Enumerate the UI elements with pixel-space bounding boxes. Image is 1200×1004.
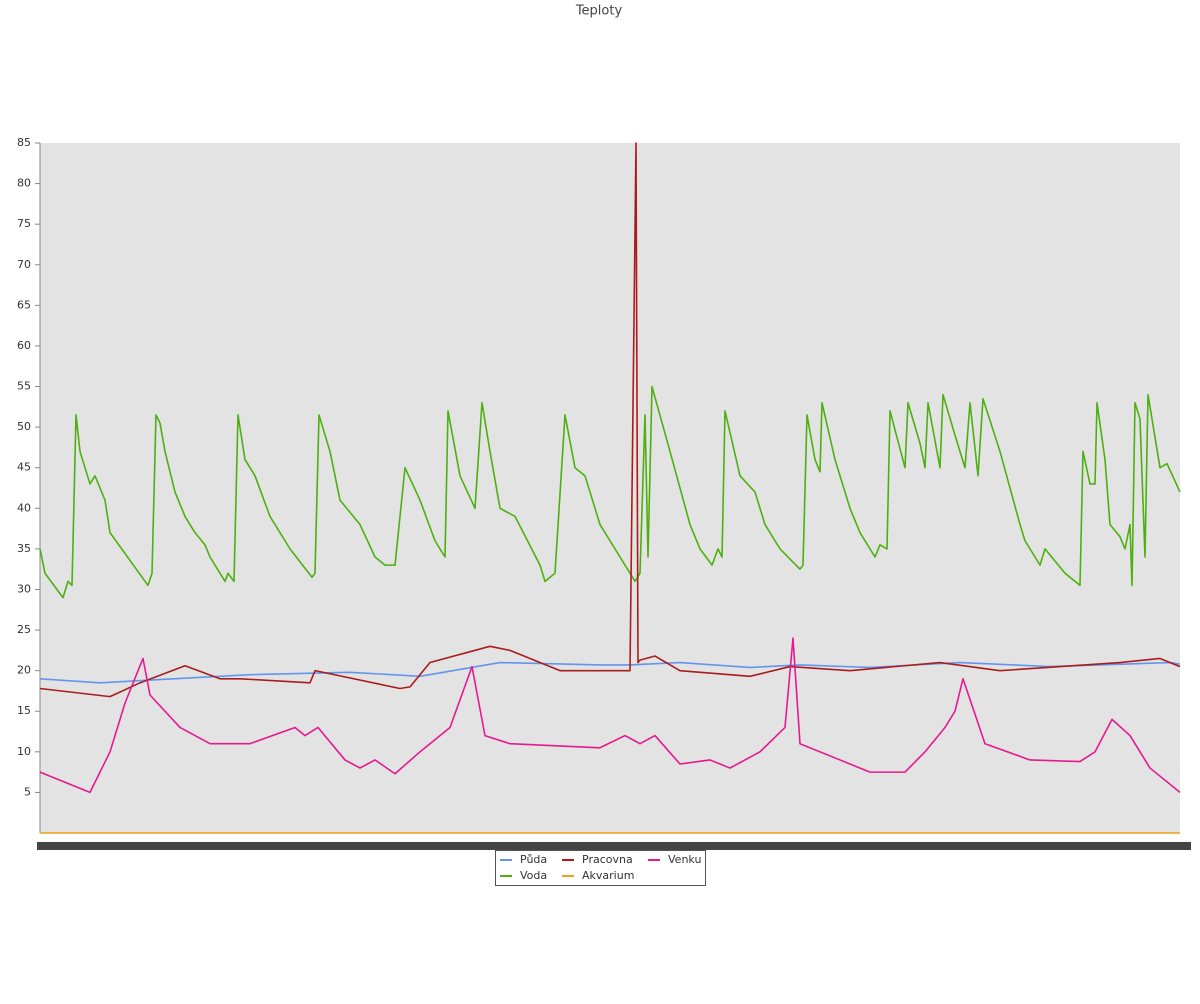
y-tick-label: 70 xyxy=(17,258,31,271)
x-axis-labels xyxy=(37,842,1191,850)
plot-area xyxy=(40,143,1180,833)
series-line xyxy=(39,142,1181,698)
y-tick-label: 40 xyxy=(17,501,31,514)
legend-label: Voda xyxy=(520,869,547,882)
series-line xyxy=(39,637,1181,794)
y-tick-label: 65 xyxy=(17,298,31,311)
legend-label: Pracovna xyxy=(582,853,633,866)
y-tick-label: 30 xyxy=(17,582,31,595)
y-tick-label: 60 xyxy=(17,339,31,352)
legend-label: Půda xyxy=(520,853,547,866)
y-tick-label: 20 xyxy=(17,664,31,677)
y-tick-label: 75 xyxy=(17,217,31,230)
y-tick-label: 25 xyxy=(17,623,31,636)
y-tick-label: 10 xyxy=(17,745,31,758)
y-tick-label: 15 xyxy=(17,704,31,717)
series-line xyxy=(39,661,1181,684)
chart-title: Teploty xyxy=(575,4,623,19)
legend-label: Venku xyxy=(668,853,701,866)
y-tick-label: 45 xyxy=(17,461,31,474)
y-tick-label: 80 xyxy=(17,177,31,190)
y-tick-label: 50 xyxy=(17,420,31,433)
y-tick-label: 35 xyxy=(17,542,31,555)
legend-label: Akvarium xyxy=(582,869,634,882)
y-tick-label: 5 xyxy=(24,785,31,798)
y-tick-label: 55 xyxy=(17,380,31,393)
series-line xyxy=(39,385,1181,599)
legend xyxy=(495,850,706,886)
y-tick-label: 85 xyxy=(17,136,31,149)
